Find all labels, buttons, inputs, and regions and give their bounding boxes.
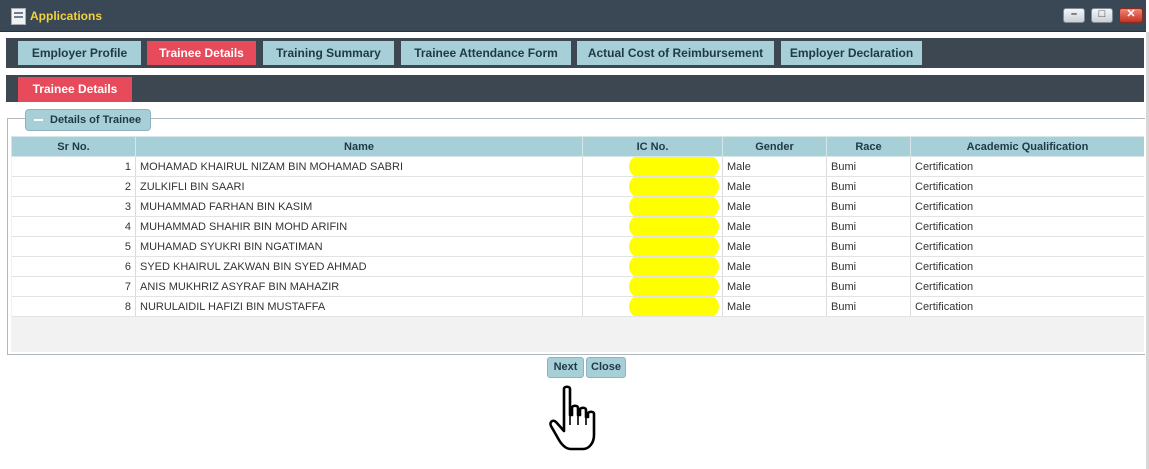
gender-cell: Male [722,196,827,217]
window-titlebar: Applications – □ ✕ [0,0,1146,32]
qualification-cell: Certification [910,256,1144,277]
qualification-cell: Certification [910,216,1144,237]
gender-cell: Male [722,296,827,317]
race-cell: Bumi [826,296,911,317]
table-row[interactable]: 7 ANIS MUKHRIZ ASYRAF BIN MAHAZIR Male B… [11,276,1144,297]
qualification-cell: Certification [910,276,1144,297]
qualification-cell: Certification [910,196,1144,217]
details-legend-toggle[interactable]: Details of Trainee [25,109,151,131]
ic-no-cell [582,256,723,277]
sr-no-cell: 8 [11,296,136,317]
ic-no-cell [582,196,723,217]
redaction-mark [629,216,719,236]
race-cell: Bumi [826,176,911,197]
close-window-button[interactable]: ✕ [1119,8,1143,23]
tab-trainee-details[interactable]: Trainee Details [147,41,256,65]
redaction-mark [629,276,719,296]
sr-no-cell: 1 [11,156,136,177]
hand-pointer-icon [549,385,596,451]
race-cell: Bumi [826,196,911,217]
sr-no-cell: 3 [11,196,136,217]
trainee-table: Sr No. Name IC No. Gender Race Academic … [11,136,1144,317]
table-row[interactable]: 3 MUHAMMAD FARHAN BIN KASIM Male Bumi Ce… [11,196,1144,217]
subtab-trainee-details[interactable]: Trainee Details [18,77,132,102]
gender-cell: Male [722,176,827,197]
name-cell: ZULKIFLI BIN SAARI [135,176,583,197]
tab-employer-profile[interactable]: Employer Profile [18,41,141,65]
col-header-gender[interactable]: Gender [722,136,827,157]
qualification-cell: Certification [910,176,1144,197]
maximize-icon: □ [1098,8,1106,20]
sr-no-cell: 4 [11,216,136,237]
gender-cell: Male [722,156,827,177]
sr-no-cell: 7 [11,276,136,297]
name-cell: MUHAMMAD SHAHIR BIN MOHD ARIFIN [135,216,583,237]
name-cell: SYED KHAIRUL ZAKWAN BIN SYED AHMAD [135,256,583,277]
col-header-ic-no[interactable]: IC No. [582,136,723,157]
redaction-mark [629,236,719,256]
ic-no-cell [582,236,723,257]
race-cell: Bumi [826,216,911,237]
tab-employer-declaration[interactable]: Employer Declaration [781,41,922,65]
sr-no-cell: 2 [11,176,136,197]
vertical-scrollbar[interactable] [1146,32,1149,469]
tab-training-summary[interactable]: Training Summary [263,41,394,65]
redaction-mark [629,296,719,316]
race-cell: Bumi [826,256,911,277]
ic-no-cell [582,296,723,317]
qualification-cell: Certification [910,156,1144,177]
applications-icon [11,8,26,25]
table-row[interactable]: 1 MOHAMAD KHAIRUL NIZAM BIN MOHAMAD SABR… [11,156,1144,177]
table-row[interactable]: 8 NURULAIDIL HAFIZI BIN MUSTAFFA Male Bu… [11,296,1144,317]
name-cell: MUHAMAD SYUKRI BIN NGATIMAN [135,236,583,257]
sub-tab-bar: Trainee Details [6,75,1144,102]
maximize-button[interactable]: □ [1091,8,1113,23]
table-row[interactable]: 6 SYED KHAIRUL ZAKWAN BIN SYED AHMAD Mal… [11,256,1144,277]
redaction-mark [629,256,719,276]
trainee-grid: Sr No. Name IC No. Gender Race Academic … [11,136,1144,352]
sr-no-cell: 5 [11,236,136,257]
table-header-row: Sr No. Name IC No. Gender Race Academic … [11,136,1144,157]
race-cell: Bumi [826,236,911,257]
col-header-name[interactable]: Name [135,136,583,157]
ic-no-cell [582,216,723,237]
name-cell: NURULAIDIL HAFIZI BIN MUSTAFFA [135,296,583,317]
tab-trainee-attendance-form[interactable]: Trainee Attendance Form [401,41,571,65]
minimize-button[interactable]: – [1063,8,1085,23]
minimize-icon: – [1070,8,1078,20]
gender-cell: Male [722,256,827,277]
redaction-mark [629,156,719,176]
ic-no-cell [582,176,723,197]
close-icon: ✕ [1126,8,1136,20]
minus-icon [34,119,43,121]
main-tab-bar: Employer Profile Trainee Details Trainin… [6,38,1144,68]
table-row[interactable]: 2 ZULKIFLI BIN SAARI Male Bumi Certifica… [11,176,1144,197]
table-row[interactable]: 4 MUHAMMAD SHAHIR BIN MOHD ARIFIN Male B… [11,216,1144,237]
window-title: Applications [30,9,103,23]
sr-no-cell: 6 [11,256,136,277]
ic-no-cell [582,156,723,177]
redaction-mark [629,196,719,216]
qualification-cell: Certification [910,236,1144,257]
details-fieldset [7,118,1145,355]
col-header-race[interactable]: Race [826,136,911,157]
tab-actual-cost-of-reimbursement[interactable]: Actual Cost of Reimbursement [577,41,774,65]
col-header-academic-qualification[interactable]: Academic Qualification [910,136,1144,157]
col-header-sr-no[interactable]: Sr No. [11,136,136,157]
table-row[interactable]: 5 MUHAMAD SYUKRI BIN NGATIMAN Male Bumi … [11,236,1144,257]
name-cell: ANIS MUKHRIZ ASYRAF BIN MAHAZIR [135,276,583,297]
details-legend-label: Details of Trainee [50,114,142,126]
next-button[interactable]: Next [547,357,584,378]
close-button[interactable]: Close [586,357,626,378]
name-cell: MUHAMMAD FARHAN BIN KASIM [135,196,583,217]
gender-cell: Male [722,276,827,297]
qualification-cell: Certification [910,296,1144,317]
name-cell: MOHAMAD KHAIRUL NIZAM BIN MOHAMAD SABRI [135,156,583,177]
gender-cell: Male [722,236,827,257]
gender-cell: Male [722,216,827,237]
ic-no-cell [582,276,723,297]
race-cell: Bumi [826,276,911,297]
race-cell: Bumi [826,156,911,177]
redaction-mark [629,176,719,196]
